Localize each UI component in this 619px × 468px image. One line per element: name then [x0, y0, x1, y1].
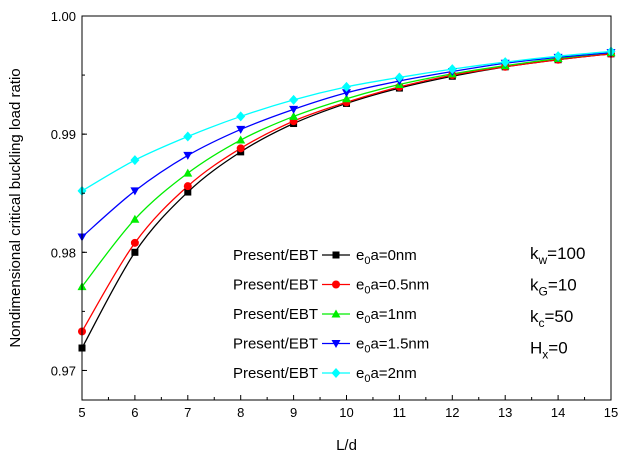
- data-point-series-5: [500, 57, 510, 68]
- data-point-series-3: [236, 135, 246, 144]
- legend-prefix: Present/EBT: [233, 306, 318, 323]
- y-tick-label: 0.97: [51, 363, 76, 378]
- x-axis-title: L/d: [336, 437, 357, 454]
- series-line-4: [81, 51, 612, 238]
- data-point-series-5: [394, 72, 404, 83]
- parameter-label: kc=50: [530, 307, 573, 330]
- y-tick-label: 1.00: [51, 9, 76, 24]
- series-line-2: [81, 53, 612, 332]
- data-point-series-1: [131, 248, 139, 256]
- data-point-series-1: [184, 188, 192, 196]
- data-point-series-5: [553, 51, 563, 62]
- data-point-series-5: [342, 81, 351, 92]
- data-point-series-2: [236, 144, 245, 153]
- y-tick-label: 0.98: [51, 245, 76, 260]
- data-point-series-4: [236, 125, 246, 134]
- y-axis: 0.97 0.98 0.99 1.00: [51, 9, 87, 378]
- data-point-series-2: [183, 182, 192, 191]
- data-point-series-5: [447, 64, 457, 75]
- legend-entry-5: Present/EBT e0a=2nm: [233, 365, 417, 385]
- series-markers: [77, 46, 616, 352]
- x-tick-label: 9: [290, 405, 297, 420]
- x-tick-label: 10: [339, 405, 353, 420]
- x-tick-label: 6: [131, 405, 138, 420]
- legend-prefix: Present/EBT: [233, 365, 318, 382]
- series-line-5: [81, 50, 612, 192]
- data-point-series-3: [183, 168, 193, 177]
- parameter-label: kG=10: [530, 276, 577, 299]
- legend-prefix: Present/EBT: [233, 277, 318, 294]
- legend-marker: [332, 280, 340, 289]
- x-tick-label: 14: [551, 405, 565, 420]
- legend-entry-4: Present/EBT e0a=1.5nm: [233, 336, 429, 356]
- legend-label: e0a=1nm: [356, 306, 417, 326]
- legend-entry-3: Present/EBT e0a=1nm: [233, 306, 417, 326]
- legend-marker: [332, 251, 340, 259]
- data-point-series-5: [183, 131, 193, 142]
- x-tick-label: 13: [498, 405, 512, 420]
- parameter-annotations: kw=100 kG=10 kc=50 Hx=0: [530, 244, 585, 362]
- data-point-series-3: [130, 214, 140, 223]
- x-tick-label: 8: [237, 405, 244, 420]
- legend-marker: [331, 340, 341, 348]
- legend-marker: [331, 309, 341, 318]
- x-tick-label: 12: [445, 405, 459, 420]
- data-point-series-4: [289, 105, 299, 114]
- legend-entry-1: Present/EBT e0a=0nm: [233, 247, 417, 267]
- legend-label: e0a=0nm: [356, 247, 417, 267]
- data-point-series-5: [130, 155, 140, 166]
- series-line-3: [81, 51, 612, 287]
- x-tick-label: 11: [393, 405, 407, 420]
- legend-entry-2: Present/EBT e0a=0.5nm: [233, 277, 429, 297]
- x-tick-label: 15: [604, 405, 618, 420]
- y-axis-title: Nondimensional critical buckling load ra…: [7, 68, 24, 347]
- legend-marker: [331, 368, 341, 378]
- legend-label: e0a=0.5nm: [356, 277, 429, 297]
- data-point-series-5: [236, 111, 246, 122]
- data-point-series-2: [130, 238, 139, 247]
- data-point-series-4: [342, 89, 351, 98]
- y-tick-label: 0.99: [51, 127, 76, 142]
- data-point-series-3: [342, 94, 351, 103]
- data-point-series-4: [130, 187, 140, 196]
- parameter-label: Hx=0: [530, 339, 568, 362]
- x-tick-label: 5: [78, 405, 85, 420]
- legend-label: e0a=1.5nm: [356, 336, 429, 356]
- x-tick-label: 7: [184, 405, 191, 420]
- data-point-series-4: [183, 151, 193, 160]
- parameter-label: kw=100: [530, 244, 585, 267]
- x-axis: 5 6 7 8 9 10 11 12 13 14 15: [78, 395, 618, 420]
- legend-prefix: Present/EBT: [233, 247, 318, 264]
- legend-label: e0a=2nm: [356, 365, 417, 385]
- data-point-series-3: [289, 111, 299, 120]
- legend-prefix: Present/EBT: [233, 336, 318, 353]
- data-point-series-5: [289, 94, 299, 105]
